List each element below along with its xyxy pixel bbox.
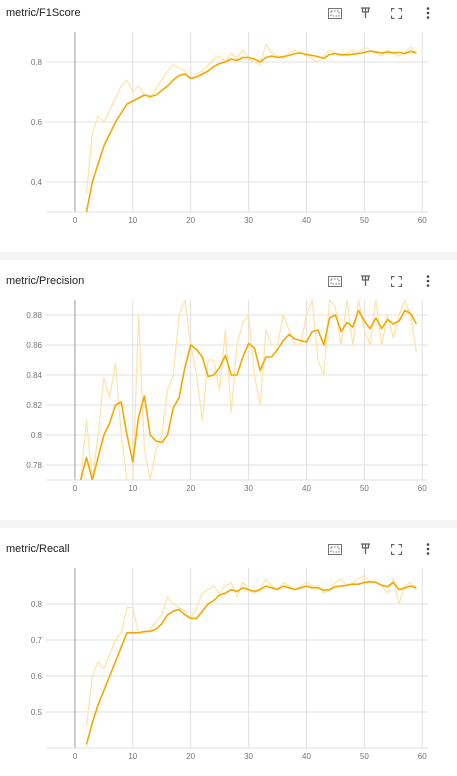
card-separator xyxy=(0,252,457,260)
chart-plot-recall: 0.5 0.6 0.7 0.8 0 10 20 30 40 50 60 xyxy=(31,568,428,761)
x-tick-label: 0 xyxy=(73,484,78,493)
chart-plot-precision: 0.78 0.8 0.82 0.84 0.86 0.88 0 10 20 30 40 50 60 xyxy=(26,300,428,493)
x-tick-label: 50 xyxy=(360,752,369,761)
pin-icon[interactable] xyxy=(350,540,381,558)
raw-series-line xyxy=(85,43,417,195)
x-tick-label: 60 xyxy=(418,752,427,761)
y-tick-label: 0.8 xyxy=(31,58,43,67)
card-separator xyxy=(0,520,457,528)
fit-domain-icon[interactable] xyxy=(319,272,350,290)
smoothed-series-line xyxy=(79,309,418,480)
more-vert-icon[interactable] xyxy=(412,540,443,558)
more-vert-icon[interactable] xyxy=(412,4,443,22)
y-tick-label: 0.6 xyxy=(31,672,43,681)
y-tick-label: 0.6 xyxy=(31,118,43,127)
y-tick-label: 0.7 xyxy=(31,636,43,645)
fit-domain-icon[interactable] xyxy=(319,4,350,22)
y-tick-label: 0.8 xyxy=(31,600,43,609)
y-tick-label: 0.82 xyxy=(26,401,42,410)
more-vert-icon[interactable] xyxy=(412,272,443,290)
fit-domain-icon[interactable] xyxy=(319,540,350,558)
y-tick-label: 0.84 xyxy=(26,371,42,380)
x-tick-label: 60 xyxy=(418,484,427,493)
chart-plot-f1score: 0.4 0.6 0.8 0 10 20 30 40 50 60 xyxy=(31,32,428,225)
y-tick-label: 0.78 xyxy=(26,461,42,470)
chart-title: metric/Recall xyxy=(6,543,70,555)
chart-card-recall: metric/Recall 0.5 0.6 0.7 0.8 0 10 20 30 40 50 60 xyxy=(0,536,457,776)
x-tick-label: 60 xyxy=(418,216,427,225)
smoothed-series-line xyxy=(85,50,417,212)
x-tick-label: 10 xyxy=(128,216,137,225)
smoothed-series-line xyxy=(85,580,417,745)
y-tick-label: 0.8 xyxy=(31,431,43,440)
fullscreen-icon[interactable] xyxy=(381,4,412,22)
y-tick-label: 0.88 xyxy=(26,311,42,320)
x-tick-label: 20 xyxy=(186,484,195,493)
y-tick-label: 0.4 xyxy=(31,178,43,187)
chart-toolbar xyxy=(319,272,443,290)
fullscreen-icon[interactable] xyxy=(381,272,412,290)
x-tick-label: 40 xyxy=(302,484,311,493)
pin-icon[interactable] xyxy=(350,272,381,290)
raw-series-line xyxy=(85,574,417,727)
chart-toolbar xyxy=(319,540,443,558)
chart-title: metric/Precision xyxy=(6,275,85,287)
chart-card-precision: metric/Precision 0.78 0.8 0.82 0.84 0.86 0.88… xyxy=(0,268,457,508)
x-tick-label: 0 xyxy=(73,752,78,761)
x-tick-label: 10 xyxy=(128,752,137,761)
x-tick-label: 30 xyxy=(244,752,253,761)
x-tick-label: 30 xyxy=(244,484,253,493)
x-tick-label: 50 xyxy=(360,216,369,225)
x-tick-label: 40 xyxy=(302,216,311,225)
chart-card-f1score: metric/F1Score 0.4 0.6 0.8 0 10 20 30 40 50 60 xyxy=(0,0,457,240)
fullscreen-icon[interactable] xyxy=(381,540,412,558)
x-tick-label: 40 xyxy=(302,752,311,761)
chart-toolbar xyxy=(319,4,443,22)
x-tick-label: 0 xyxy=(73,216,78,225)
x-tick-label: 30 xyxy=(244,216,253,225)
chart-title: metric/F1Score xyxy=(6,7,81,19)
x-tick-label: 10 xyxy=(128,484,137,493)
y-tick-label: 0.5 xyxy=(31,708,43,717)
raw-series-line xyxy=(80,300,417,480)
x-tick-label: 50 xyxy=(360,484,369,493)
x-tick-label: 20 xyxy=(186,216,195,225)
pin-icon[interactable] xyxy=(350,4,381,22)
x-tick-label: 20 xyxy=(186,752,195,761)
y-tick-label: 0.86 xyxy=(26,341,42,350)
